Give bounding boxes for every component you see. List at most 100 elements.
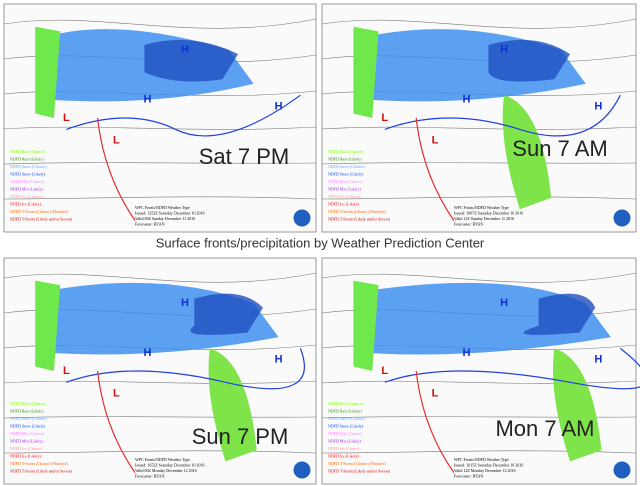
legend-entry: NDFD T-Storm (Chance) (Hatched) [328, 461, 386, 466]
issue-info: Forecaster: RYAN [135, 221, 165, 226]
legend-entry: NDFD Ice (Likely) [328, 453, 360, 458]
isobar [3, 416, 317, 419]
legend-entry: NDFD Mix (Likely) [10, 438, 43, 443]
front [384, 347, 640, 390]
pressure-center: L [432, 135, 439, 147]
legend-entry: NDFD Ice (Likely) [328, 201, 360, 206]
isobar [3, 126, 317, 130]
issue-info: WPC Fronts/NDFD Weather Type [454, 205, 509, 210]
legend-entry: NDFD T-Storm (Chance) (Hatched) [10, 461, 68, 466]
isobar [321, 162, 637, 165]
issue-info: Forecaster: RYAN [454, 221, 484, 226]
issue-info: WPC Fronts/NDFD Weather Type [454, 457, 509, 462]
legend-entry: NDFD Mix (Chance) [10, 431, 45, 436]
snow-likely-area [144, 39, 238, 82]
issue-info: Valid 12Z Sunday December 11 2016 [454, 216, 514, 221]
map-panel: H H L H L NDFD Rain (Chance) NDFD Rain (Likely… [3, 3, 317, 233]
front [97, 370, 136, 474]
rain-area [208, 348, 257, 462]
rain-area [502, 95, 552, 210]
snow-likely-area [190, 293, 263, 335]
map-panel: H H L H L NDFD Rain (Chance) NDFD Rain (Likely… [321, 3, 637, 233]
isobar [3, 450, 317, 454]
legend-entry: NDFD Snow (Chance) [10, 416, 47, 421]
pressure-center: L [381, 365, 388, 377]
isobar [3, 162, 317, 165]
pressure-center: H [500, 44, 508, 56]
legend-entry: NDFD Rain (Likely) [328, 156, 362, 161]
rain-area [353, 26, 379, 118]
rain-area [35, 280, 61, 371]
time-label: Sat 7 PM [199, 144, 289, 169]
legend-entry: NDFD T-Storm (Likely and/or Severe) [10, 216, 73, 221]
pressure-center: H [181, 44, 189, 56]
map-panel: H H L H L NDFD Rain (Chance) NDFD Rain (Likely… [3, 257, 317, 485]
time-label: Mon 7 AM [495, 416, 594, 441]
legend-entry: NDFD Mix (Chance) [10, 179, 45, 184]
legend-entry: NDFD Rain (Chance) [10, 149, 46, 154]
legend-entry: NDFD Rain (Chance) [10, 401, 46, 406]
legend-entry: NDFD Rain (Likely) [10, 408, 44, 413]
legend-entry: NDFD Ice (Chance) [10, 446, 43, 451]
legend-entry: NDFD Snow (Chance) [10, 164, 47, 169]
pressure-center: L [63, 365, 70, 377]
legend-entry: NDFD Snow (Chance) [328, 416, 365, 421]
legend-entry: NDFD Snow (Likely) [10, 423, 46, 428]
pressure-center: L [63, 112, 70, 124]
pressure-center: L [113, 388, 120, 400]
front [415, 117, 455, 221]
legend-entry: NDFD Snow (Chance) [328, 164, 365, 169]
legend-entry: NDFD Mix (Likely) [10, 186, 43, 191]
front [97, 117, 136, 221]
pressure-center: H [144, 94, 152, 106]
legend-entry: NDFD Snow (Likely) [328, 171, 364, 176]
issue-info: Issued: 1652Z Saturday December 10 2016 [135, 462, 204, 467]
isobar [321, 196, 637, 200]
front [66, 94, 301, 137]
rain-area [35, 26, 61, 118]
legend-entry: NDFD Snow (Likely) [328, 423, 364, 428]
isobar [3, 272, 317, 283]
map-panel: H H L H L NDFD Rain (Chance) NDFD Rain (Likely… [321, 257, 640, 485]
issue-info: Issued: 1007Z Saturday December 10 2016 [454, 210, 523, 215]
pressure-center: H [594, 354, 602, 366]
caption: Surface fronts/precipitation by Weather … [156, 235, 485, 250]
noaa-logo [612, 460, 632, 480]
isobar [3, 18, 317, 29]
legend-entry: NDFD Ice (Likely) [10, 453, 42, 458]
legend-entry: NDFD Mix (Chance) [328, 431, 363, 436]
legend-entry: NDFD Ice (Chance) [328, 446, 361, 451]
legend-entry: NDFD T-Storm (Likely and/or Severe) [328, 468, 391, 473]
rain-area [353, 280, 379, 371]
legend-entry: NDFD Rain (Likely) [328, 408, 362, 413]
issue-info: Valid 00Z Sunday December 11 2016 [135, 216, 195, 221]
pressure-center: H [594, 101, 602, 113]
snow-likely-area [488, 39, 571, 82]
issue-info: WPC Fronts/NDFD Weather Type [135, 457, 190, 462]
legend-entry: NDFD T-Storm (Chance) (Hatched) [10, 209, 68, 214]
legend-entry: NDFD Ice (Chance) [328, 194, 361, 199]
rain-area [552, 348, 602, 462]
front [384, 94, 621, 137]
issue-info: WPC Fronts/NDFD Weather Type [135, 205, 190, 210]
legend-entry: NDFD T-Storm (Likely and/or Severe) [10, 468, 73, 473]
time-label: Sun 7 PM [192, 424, 289, 449]
pressure-center: H [462, 347, 470, 359]
issue-info: Forecaster: RYAN [135, 473, 165, 478]
pressure-center: L [432, 388, 439, 400]
legend-entry: NDFD Ice (Likely) [10, 201, 42, 206]
pressure-center: H [500, 297, 508, 309]
noaa-logo [292, 208, 312, 228]
front [415, 370, 455, 474]
pressure-center: H [462, 94, 470, 106]
legend-entry: NDFD T-Storm (Likely and/or Severe) [328, 216, 391, 221]
pressure-center: H [181, 297, 189, 309]
legend-entry: NDFD Mix (Likely) [328, 438, 361, 443]
isobar [321, 380, 637, 384]
issue-info: Issued: 1015Z Saturday December 10 2016 [454, 462, 523, 467]
time-label: Sun 7 AM [512, 136, 607, 161]
pressure-center: H [275, 101, 283, 113]
legend-entry: NDFD Rain (Chance) [328, 401, 364, 406]
front [66, 348, 305, 390]
